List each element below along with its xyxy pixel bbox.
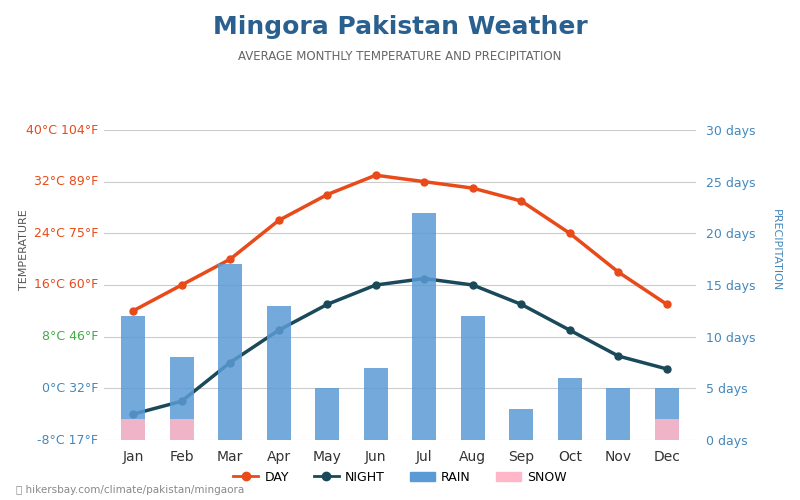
- Text: 0°C 32°F: 0°C 32°F: [42, 382, 98, 395]
- Bar: [121, 420, 146, 440]
- Bar: [412, 212, 436, 440]
- Text: -8°C 17°F: -8°C 17°F: [37, 434, 98, 446]
- Bar: [121, 316, 146, 440]
- Bar: [461, 316, 485, 440]
- Text: 32°C 89°F: 32°C 89°F: [34, 175, 98, 188]
- Text: 24°C 75°F: 24°C 75°F: [34, 227, 98, 240]
- Bar: [170, 358, 194, 440]
- Text: Mingora Pakistan Weather: Mingora Pakistan Weather: [213, 15, 587, 39]
- Bar: [654, 420, 679, 440]
- Text: 8°C 46°F: 8°C 46°F: [42, 330, 98, 343]
- Text: 40°C 104°F: 40°C 104°F: [26, 124, 98, 136]
- Text: 16°C 60°F: 16°C 60°F: [34, 278, 98, 291]
- Text: 📍 hikersbay.com/climate/pakistan/mingaora: 📍 hikersbay.com/climate/pakistan/mingaor…: [16, 485, 244, 495]
- Bar: [315, 388, 339, 440]
- Text: PRECIPITATION: PRECIPITATION: [771, 209, 781, 291]
- Bar: [266, 306, 291, 440]
- Bar: [364, 368, 388, 440]
- Bar: [654, 388, 679, 440]
- Bar: [606, 388, 630, 440]
- Text: TEMPERATURE: TEMPERATURE: [19, 210, 29, 290]
- Bar: [170, 420, 194, 440]
- Bar: [218, 264, 242, 440]
- Bar: [509, 409, 534, 440]
- Legend: DAY, NIGHT, RAIN, SNOW: DAY, NIGHT, RAIN, SNOW: [228, 466, 572, 489]
- Text: AVERAGE MONTHLY TEMPERATURE AND PRECIPITATION: AVERAGE MONTHLY TEMPERATURE AND PRECIPIT…: [238, 50, 562, 63]
- Bar: [558, 378, 582, 440]
